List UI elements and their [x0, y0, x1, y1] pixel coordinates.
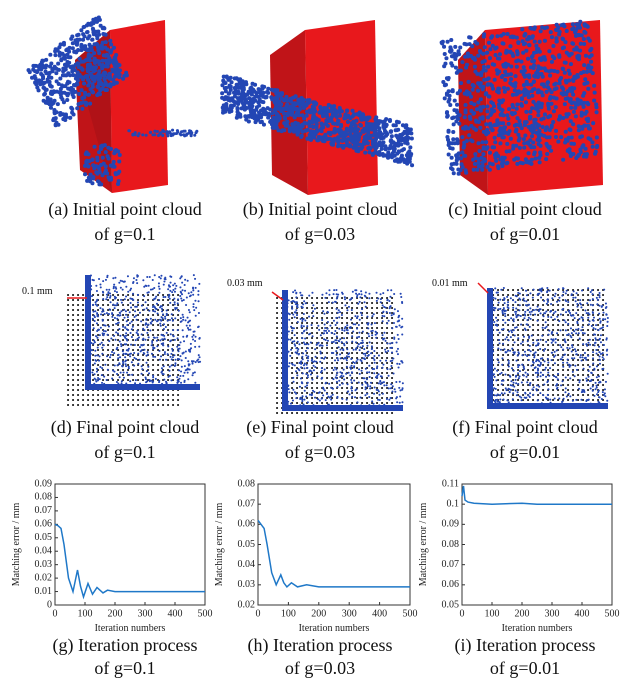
y-tick-label: 0.08 [442, 539, 460, 550]
y-tick-label: 0.04 [238, 559, 256, 570]
x-tick-label: 100 [281, 608, 296, 619]
caption: (b) Initial point cloud [243, 199, 397, 220]
y-tick-label: 0.06 [35, 519, 53, 530]
points [285, 290, 403, 408]
y-tick-label: 0.07 [35, 505, 53, 516]
y-tick-label: 0.05 [35, 532, 53, 543]
y-tick-label: 0.02 [238, 599, 256, 610]
x-tick-label: 400 [372, 608, 387, 619]
annotation: 0.03 mm [227, 278, 263, 289]
caption: (a) Initial point cloud [48, 199, 201, 220]
y-tick-label: 0.01 [35, 586, 53, 597]
figure: 0.1 mm 0.03 mm 0.01 mm (a) Initial point… [0, 0, 622, 684]
caption: of g=0.1 [94, 442, 155, 462]
caption: (c) Initial point cloud [448, 199, 601, 220]
caption: (g) Iteration process [53, 635, 198, 656]
y-tick-label: 0 [47, 599, 52, 610]
annotation: 0.1 mm [22, 286, 53, 297]
x-tick-label: 400 [575, 608, 590, 619]
x-tick-label: 500 [198, 608, 213, 619]
x-tick-label: 300 [138, 608, 153, 619]
axes-frame [55, 484, 205, 605]
x-axis-label: Iteration numbers [95, 623, 166, 634]
y-tick-label: 0.06 [442, 579, 460, 590]
error-curve [55, 524, 205, 597]
caption: of g=0.01 [490, 224, 560, 244]
caption: (f) Final point cloud [452, 417, 597, 438]
error-curve [462, 486, 612, 504]
y-tick-label: 0.09 [35, 478, 53, 489]
y-tick-label: 0.09 [442, 519, 460, 530]
axes-frame [462, 484, 612, 605]
y-tick-label: 0.03 [238, 579, 256, 590]
y-tick-label: 0.03 [35, 559, 53, 570]
y-tick-label: 0.08 [35, 492, 53, 503]
y-tick-label: 0.04 [35, 546, 53, 557]
x-tick-label: 500 [605, 608, 620, 619]
x-tick-label: 100 [78, 608, 93, 619]
x-axis-label: Iteration numbers [502, 623, 573, 634]
caption: of g=0.1 [94, 224, 155, 244]
caption: (h) Iteration process [248, 635, 393, 656]
caption: of g=0.01 [490, 658, 560, 678]
y-axis-label: Matching error / mm [214, 502, 225, 586]
annotation: 0.01 mm [432, 278, 468, 289]
y-tick-label: 0.1 [447, 498, 460, 509]
x-axis-label: Iteration numbers [299, 623, 370, 634]
x-tick-label: 0 [53, 608, 58, 619]
y-tick-label: 0.07 [238, 498, 256, 509]
gap-marker [478, 283, 488, 293]
y-tick-label: 0.02 [35, 572, 53, 583]
points [88, 275, 200, 387]
x-tick-label: 300 [342, 608, 357, 619]
x-tick-label: 200 [515, 608, 530, 619]
y-axis-label: Matching error / mm [418, 502, 429, 586]
caption: of g=0.1 [94, 658, 155, 678]
x-tick-label: 500 [403, 608, 418, 619]
y-tick-label: 0.11 [442, 478, 459, 489]
points [490, 288, 608, 405]
caption: of g=0.03 [285, 658, 355, 678]
x-tick-label: 300 [545, 608, 560, 619]
y-tick-label: 0.05 [238, 539, 256, 550]
caption: (d) Final point cloud [51, 417, 199, 438]
y-tick-label: 0.07 [442, 559, 460, 570]
x-tick-label: 200 [108, 608, 123, 619]
caption: (e) Final point cloud [246, 417, 393, 438]
caption: (i) Iteration process [455, 635, 596, 656]
y-tick-label: 0.08 [238, 478, 256, 489]
y-tick-label: 0.06 [238, 519, 256, 530]
x-tick-label: 0 [460, 608, 465, 619]
x-tick-label: 400 [168, 608, 183, 619]
x-tick-label: 100 [485, 608, 500, 619]
error-curve [258, 520, 410, 587]
y-axis-label: Matching error / mm [11, 502, 22, 586]
x-tick-label: 200 [311, 608, 326, 619]
x-tick-label: 0 [256, 608, 261, 619]
caption: of g=0.01 [490, 442, 560, 462]
caption: of g=0.03 [285, 442, 355, 462]
y-tick-label: 0.05 [442, 599, 460, 610]
caption: of g=0.03 [285, 224, 355, 244]
